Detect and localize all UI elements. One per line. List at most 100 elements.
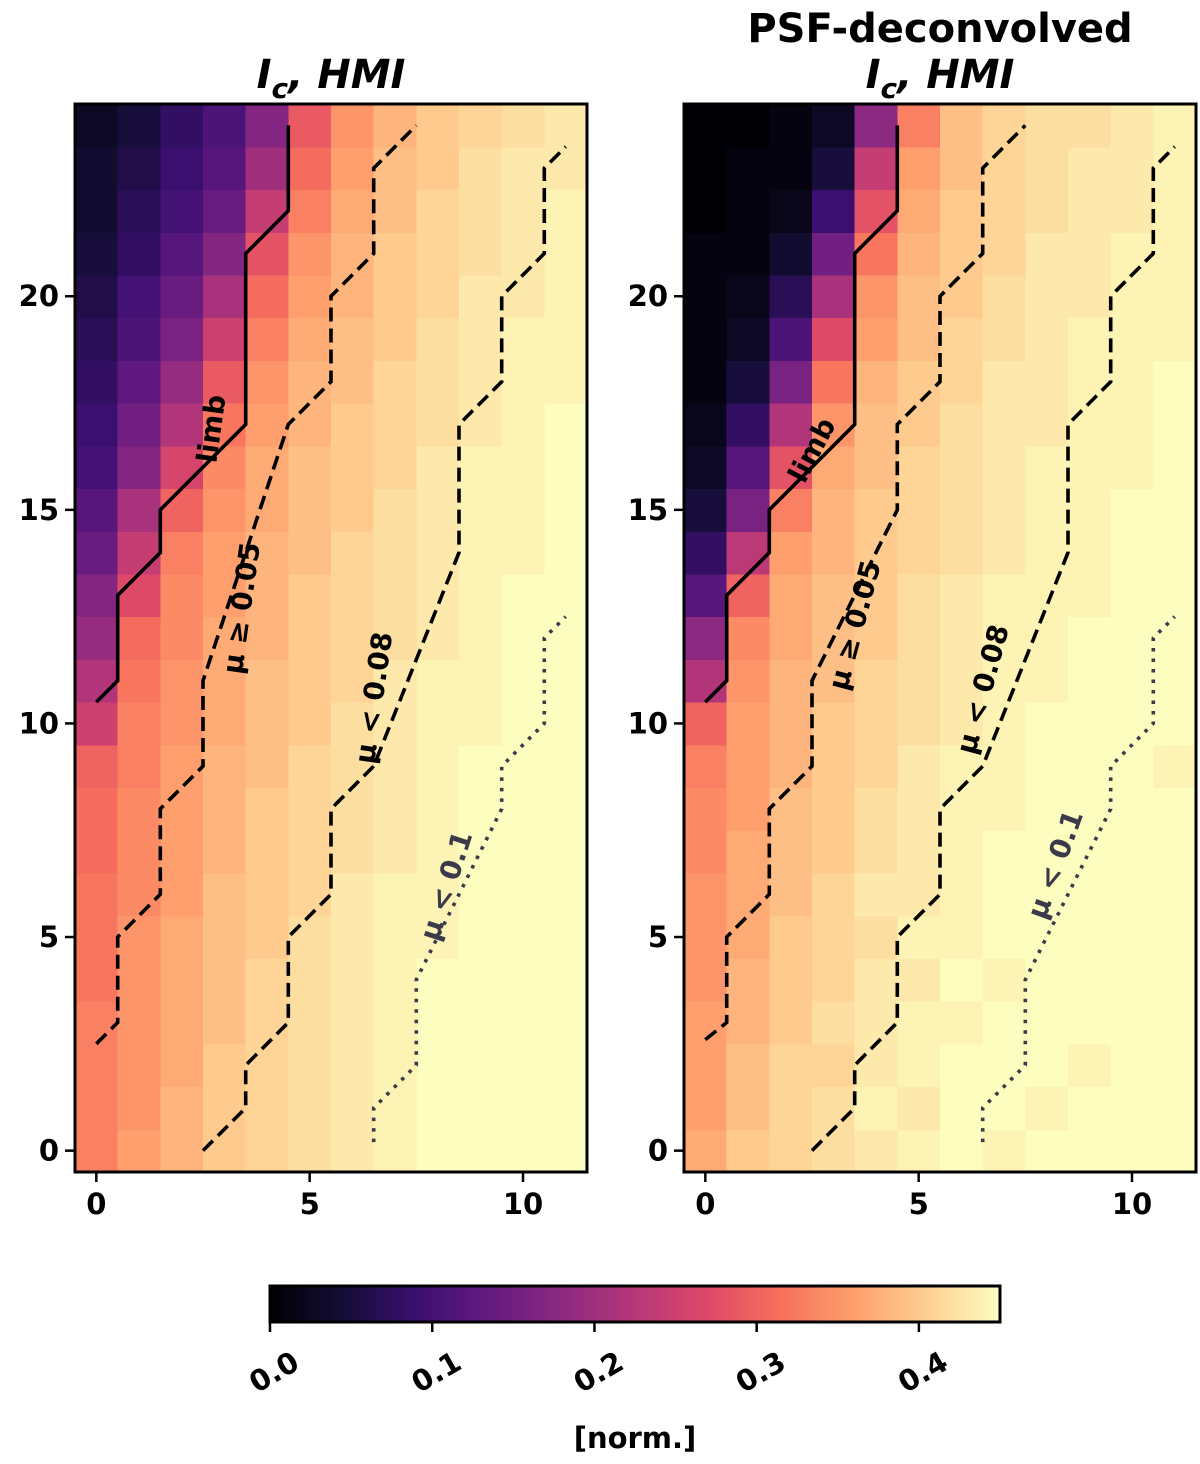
- heatmap-cell: [544, 146, 588, 191]
- heatmap-cell: [117, 1086, 161, 1130]
- heatmap-cell: [940, 104, 984, 148]
- heatmap-cell: [160, 659, 204, 703]
- heatmap-cell: [1153, 488, 1197, 532]
- contour-limb: [704, 125, 900, 704]
- heatmap-cell: [1110, 616, 1154, 660]
- heatmap-cell: [940, 1129, 984, 1173]
- heatmap-cell: [416, 787, 460, 831]
- heatmap-cell: [940, 1086, 984, 1130]
- heatmap-cell: [75, 702, 119, 746]
- heatmap-cell: [1110, 274, 1154, 319]
- heatmap-cell: [245, 488, 289, 532]
- heatmap-cell: [331, 232, 375, 276]
- heatmap-cell: [726, 1001, 770, 1045]
- heatmap-cell: [459, 104, 503, 148]
- heatmap-cell: [854, 1129, 898, 1173]
- heatmap-cell: [940, 445, 984, 490]
- heatmap-cell: [940, 488, 984, 532]
- colorbar-label: [norm.]: [574, 1421, 697, 1455]
- heatmap-cell: [940, 830, 984, 874]
- heatmap-cell: [501, 744, 545, 789]
- heatmap-cell: [1068, 659, 1112, 703]
- heatmap-cell: [1025, 616, 1069, 660]
- heatmap-cell: [1025, 872, 1069, 917]
- heatmap-cell: [331, 274, 375, 319]
- heatmap-cell: [1025, 1043, 1069, 1088]
- heatmap-cell: [331, 403, 375, 447]
- heatmap-cell: [331, 958, 375, 1002]
- heatmap-cell: [501, 488, 545, 532]
- heatmap-cell: [203, 1129, 247, 1173]
- heatmap-cell: [288, 1043, 332, 1088]
- heatmap-cell: [117, 531, 161, 575]
- heatmap-cell: [684, 488, 728, 532]
- heatmap-cell: [245, 659, 289, 703]
- heatmap-cell: [1110, 104, 1154, 148]
- heatmap-cell: [373, 659, 417, 703]
- heatmap-cell: [854, 616, 898, 660]
- contour-mu-lt-0.08: [810, 145, 1176, 1152]
- heatmap-cell: [940, 403, 984, 447]
- heatmap-cell: [245, 872, 289, 917]
- heatmap-cell: [982, 1043, 1026, 1088]
- heatmap-cell: [684, 915, 728, 959]
- heatmap-cell: [331, 189, 375, 233]
- heatmap-cell: [897, 317, 941, 361]
- heatmap-cell: [459, 1086, 503, 1130]
- heatmap-cell: [982, 488, 1026, 532]
- heatmap-cell: [726, 360, 770, 404]
- heatmap-cell: [544, 232, 588, 276]
- heatmap-cell: [160, 104, 204, 148]
- heatmap-cell: [245, 573, 289, 618]
- heatmap-cell: [203, 744, 247, 789]
- x-tick-label: 10: [503, 1187, 543, 1221]
- heatmap-cell: [812, 958, 856, 1002]
- heatmap-cell: [501, 872, 545, 917]
- heatmap-cell: [684, 445, 728, 490]
- heatmap-cell: [812, 1129, 856, 1173]
- heatmap-cell: [684, 1129, 728, 1173]
- heatmap-cell: [1068, 274, 1112, 319]
- heatmap-cell: [854, 403, 898, 447]
- heatmap-cell: [373, 531, 417, 575]
- heatmap-cell: [416, 445, 460, 490]
- heatmap-cell: [982, 1086, 1026, 1130]
- heatmap-cell: [459, 317, 503, 361]
- heatmap-cell: [1025, 360, 1069, 404]
- heatmap-cell: [373, 872, 417, 917]
- heatmap-cell: [1110, 744, 1154, 789]
- heatmap-cell: [75, 189, 119, 233]
- heatmap-cell: [812, 1001, 856, 1045]
- heatmap-cell: [726, 915, 770, 959]
- x-tick-label: 10: [1112, 1187, 1152, 1221]
- heatmap-cell: [331, 1043, 375, 1088]
- heatmap-cell: [940, 531, 984, 575]
- heatmap-cell: [940, 317, 984, 361]
- heatmap-cell: [769, 360, 813, 404]
- heatmap-cell: [1025, 189, 1069, 233]
- heatmap-cell: [1153, 1129, 1197, 1173]
- heatmap-cell: [203, 146, 247, 191]
- y-tick-label: 20: [19, 279, 59, 313]
- heatmap-cell: [75, 1043, 119, 1088]
- heatmap-cell: [373, 1086, 417, 1130]
- heatmap-cell: [544, 573, 588, 618]
- heatmap-cell: [117, 360, 161, 404]
- heatmap-cell: [684, 403, 728, 447]
- heatmap-cell: [1153, 573, 1197, 618]
- heatmap-cell: [288, 445, 332, 490]
- heatmap-cell: [160, 146, 204, 191]
- heatmap-cell: [1153, 830, 1197, 874]
- heatmap-cell: [160, 958, 204, 1002]
- heatmap-cell: [416, 1086, 460, 1130]
- heatmap-cell: [769, 616, 813, 660]
- heatmap-cell: [160, 1001, 204, 1045]
- heatmap-cell: [544, 274, 588, 319]
- heatmap-cell: [203, 659, 247, 703]
- heatmap-cell: [982, 616, 1026, 660]
- heatmap-cell: [1110, 1043, 1154, 1088]
- heatmap-cell: [331, 659, 375, 703]
- heatmap-cell: [769, 445, 813, 490]
- heatmap-cell: [769, 146, 813, 191]
- heatmap-cell: [982, 445, 1026, 490]
